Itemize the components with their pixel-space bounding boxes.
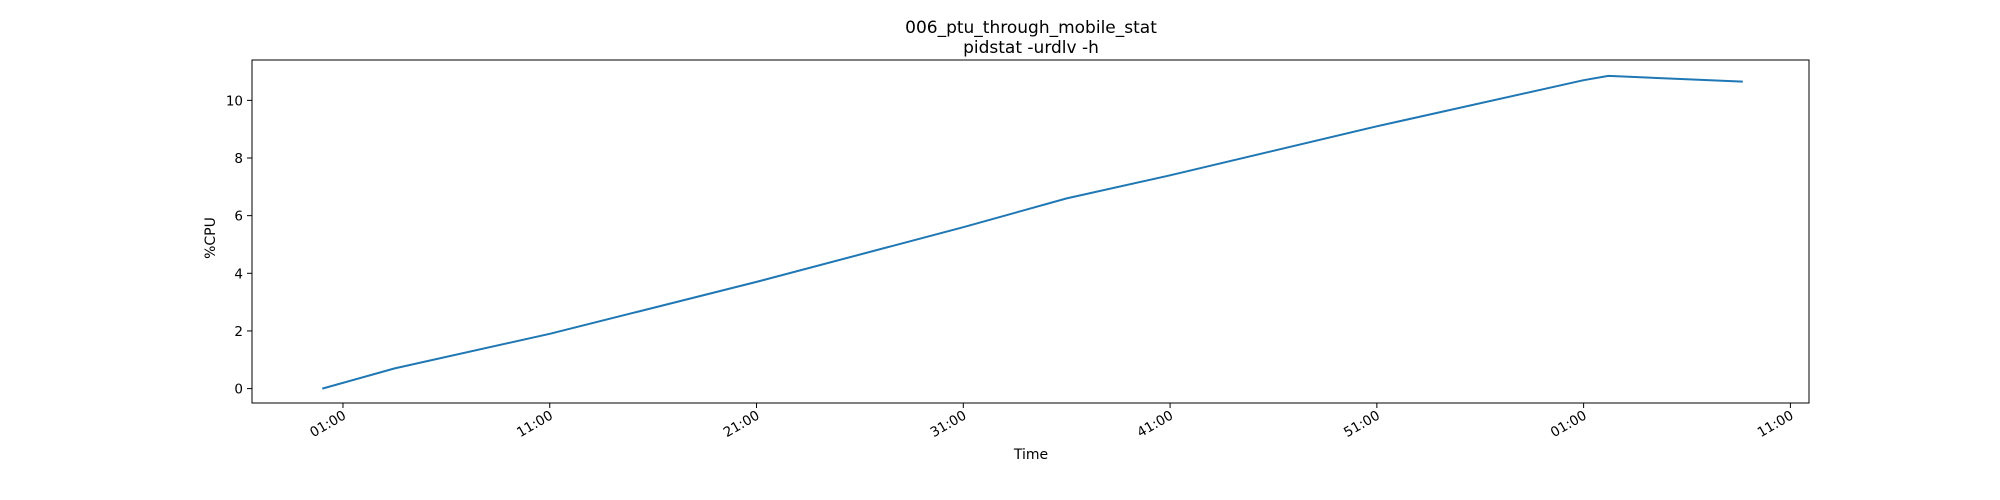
x-axis-label: Time (1013, 447, 1048, 463)
x-tick-label: 01:00 (1548, 408, 1590, 441)
plot-area: 0 2 4 6 8 10 01:00 11:00 21:00 31:00 41:00 51:00 01:… (226, 59, 1810, 441)
y-tick-label: 4 (234, 266, 243, 282)
x-tick-label: 21:00 (721, 408, 763, 441)
y-tick-label: 0 (234, 382, 243, 398)
x-tick-label: 41:00 (1134, 408, 1176, 441)
chart-title: 006_ptu_through_mobile_stat (905, 18, 1157, 38)
y-tick-label: 10 (226, 93, 243, 109)
y-tick-label: 8 (234, 151, 243, 167)
series-line (322, 74, 1743, 390)
plot-frame (251, 59, 1810, 404)
x-tick-label: 31:00 (928, 408, 970, 441)
x-tick-label: 11:00 (514, 408, 556, 441)
x-tick-label: 11:00 (1755, 408, 1797, 441)
x-tick-label: 51:00 (1341, 408, 1383, 441)
x-tick-label: 01:00 (307, 408, 349, 441)
y-tick-label: 6 (234, 209, 243, 225)
y-axis-label: %CPU (203, 217, 219, 259)
chart-subtitle: pidstat -urdlv -h (963, 38, 1099, 58)
y-tick-label: 2 (234, 324, 243, 340)
